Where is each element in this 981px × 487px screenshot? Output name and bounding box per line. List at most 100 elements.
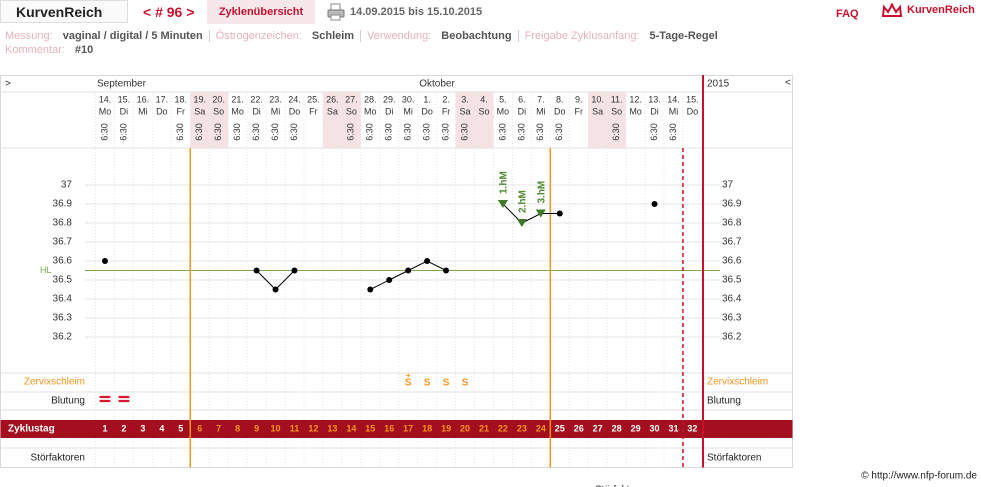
- temperature-point: [367, 286, 374, 293]
- cycle-day: 22: [498, 423, 508, 433]
- temperature-point: [291, 267, 298, 274]
- y-tick-label-right: 36.2: [722, 332, 742, 343]
- row-label: Störfaktoren: [31, 453, 85, 464]
- weekend-shade: [190, 92, 210, 148]
- time: 6:30: [99, 123, 109, 141]
- time: 6:30: [668, 123, 678, 141]
- print-icon[interactable]: [327, 3, 345, 21]
- bleeding-mark: [99, 395, 111, 403]
- cycle-day: 16: [384, 423, 394, 433]
- day-number: 28.: [364, 94, 377, 104]
- time: 6:30: [118, 123, 128, 141]
- day-number: 11.: [611, 94, 623, 104]
- time: 6:30: [611, 123, 621, 141]
- day-number: 24.: [288, 94, 301, 104]
- cycle-day: 5: [178, 423, 183, 433]
- time: 6:30: [497, 123, 507, 141]
- cycle-day: 30: [650, 423, 660, 433]
- day-number: 14.: [667, 94, 680, 104]
- time: 6:30: [232, 123, 242, 141]
- mucus-sup: +: [406, 371, 411, 380]
- overview-tab[interactable]: Zyklenübersicht: [207, 0, 315, 24]
- weekday: Mo: [231, 106, 244, 116]
- cycle-day: 11: [290, 423, 300, 433]
- weekday: Do: [156, 106, 168, 116]
- cycle-day: 29: [631, 423, 641, 433]
- time: 6:30: [516, 123, 526, 141]
- weekday: Di: [518, 106, 527, 116]
- weekday: Di: [650, 106, 659, 116]
- weekday: Di: [252, 106, 261, 116]
- mucus-mark: S: [424, 378, 431, 389]
- nav-left: >: [5, 79, 11, 90]
- cycle-nav[interactable]: < # 96 >: [143, 4, 195, 20]
- weekday: Mi: [138, 106, 148, 116]
- cycle-day: 15: [365, 423, 375, 433]
- temperature-point: [556, 210, 563, 217]
- y-tick-label-right: 36.4: [722, 294, 742, 305]
- time: 6:30: [554, 123, 564, 141]
- cycle-day: 27: [593, 423, 603, 433]
- cycle-day: 23: [517, 423, 527, 433]
- temperature-point: [386, 277, 393, 283]
- time: 6:30: [459, 123, 469, 141]
- cycle-day: 20: [460, 423, 470, 433]
- weekday: Mi: [271, 106, 281, 116]
- cycle-day: 28: [612, 423, 622, 433]
- info-bar: Messung: vaginal / digital / 5 Minuten Öst…: [5, 30, 724, 42]
- weekday: Fr: [442, 106, 451, 116]
- cycle-day: 4: [159, 423, 164, 433]
- logo-icon: [881, 2, 903, 17]
- y-tick-label-right: 36.5: [722, 275, 742, 286]
- weekday: Do: [421, 106, 433, 116]
- weekday: Mi: [536, 106, 546, 116]
- faq-link[interactable]: FAQ: [836, 8, 859, 20]
- time: 6:30: [365, 123, 375, 141]
- y-tick-label: 36.7: [53, 237, 73, 248]
- day-number: 15.: [118, 94, 131, 104]
- time: 6:30: [289, 123, 299, 141]
- mucus-mark: S: [443, 378, 450, 389]
- weekend-shade: [455, 92, 475, 148]
- weekday: Sa: [460, 106, 471, 116]
- temperature-line: [502, 203, 560, 224]
- info-value: vaginal / digital / 5 Minuten: [62, 30, 203, 42]
- info-item: Messung: vaginal / digital / 5 Minuten: [5, 30, 209, 42]
- time: 6:30: [213, 123, 223, 141]
- day-number: 5.: [499, 94, 507, 104]
- day-number: 15.: [686, 94, 699, 104]
- weekday: Do: [687, 106, 699, 116]
- info-item: Verwendung: Beobachtung: [360, 30, 518, 42]
- temperature-point: [272, 286, 279, 293]
- day-number: 27.: [345, 94, 358, 104]
- logo[interactable]: KurvenReich: [907, 4, 975, 16]
- cycle-day: 19: [441, 423, 451, 433]
- weekday: Mo: [364, 106, 377, 116]
- day-number: 8.: [556, 94, 564, 104]
- weekday: Mo: [497, 106, 510, 116]
- annotation: 1.hM: [499, 171, 510, 194]
- time: 6:30: [403, 123, 413, 141]
- day-number: 2.: [442, 94, 450, 104]
- brand[interactable]: KurvenReich: [0, 0, 128, 23]
- weekday: So: [478, 106, 489, 116]
- info-label: Verwendung:: [367, 30, 432, 42]
- weekday: Sa: [592, 106, 603, 116]
- info-label: Östrogenzeichen:: [215, 30, 302, 42]
- day-number: 13.: [648, 94, 661, 104]
- day-number: 16.: [137, 94, 150, 104]
- row-label-right: Störfaktoren: [707, 453, 761, 464]
- day-number: 17.: [156, 94, 169, 104]
- weekday: So: [346, 106, 357, 116]
- row-label: Blutung: [51, 396, 85, 407]
- weekend-shade: [474, 92, 494, 148]
- weekday: Fr: [309, 106, 318, 116]
- day-number: 21.: [231, 94, 244, 104]
- nav-right: <: [785, 78, 791, 89]
- weekday: Fr: [574, 106, 583, 116]
- weekday: Mi: [403, 106, 413, 116]
- day-number: 23.: [269, 94, 282, 104]
- weekday: Do: [289, 106, 301, 116]
- row-label-right: Blutung: [707, 396, 741, 407]
